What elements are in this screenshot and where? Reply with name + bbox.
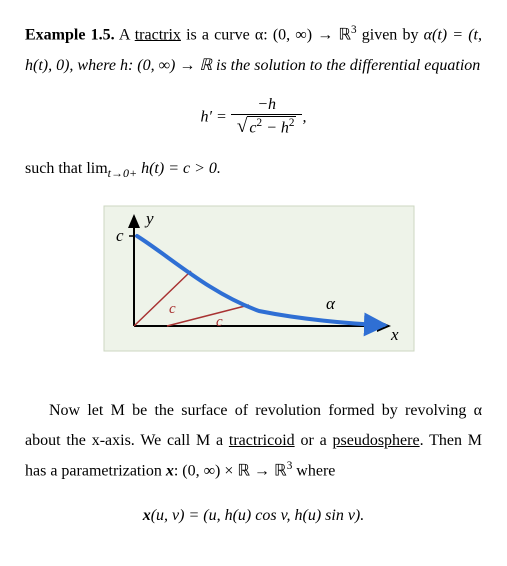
text: given by — [357, 26, 424, 43]
tractricoid-term: tractricoid — [229, 432, 295, 449]
example-label: Example 1.5. — [25, 26, 115, 43]
text: h(t) = c > 0. — [137, 160, 221, 177]
body: (u, v) = (u, h(u) cos v, h(u) sin v). — [151, 507, 365, 524]
trailing: , — [302, 108, 306, 125]
svg-text:x: x — [390, 325, 399, 344]
fraction: −h c2 − h2 — [231, 95, 303, 140]
tractrix-term: tractrix — [135, 26, 181, 43]
text: is a curve α: (0, ∞) → ℝ — [181, 26, 351, 43]
svg-text:c: c — [216, 314, 223, 330]
text: where — [292, 463, 335, 480]
text: or a — [295, 432, 333, 449]
subscript: t→0+ — [108, 167, 137, 181]
svg-text:α: α — [326, 294, 336, 313]
text: : (0, ∞) × ℝ → ℝ — [174, 463, 287, 480]
tractrix-svg: y x c c c α — [89, 201, 419, 356]
paragraph-2: Now let M be the surface of revolution f… — [25, 396, 482, 488]
svg-text:y: y — [144, 209, 154, 228]
sqrt: c2 − h2 — [237, 115, 297, 138]
paragraph-1: Example 1.5. A tractrix is a curve α: (0… — [25, 20, 482, 81]
paragraph-limit: such that limt→0+ h(t) = c > 0. — [25, 154, 482, 185]
svg-text:c: c — [116, 226, 124, 245]
numerator: −h — [231, 95, 303, 115]
pseudosphere-term: pseudosphere — [332, 432, 419, 449]
text: A — [115, 26, 135, 43]
tractrix-figure: y x c c c α — [25, 201, 482, 367]
text: such that lim — [25, 160, 108, 177]
svg-text:c: c — [169, 301, 176, 317]
denominator: c2 − h2 — [231, 115, 303, 140]
lhs: h′ = — [201, 108, 231, 125]
lhs-bold: x — [143, 507, 151, 524]
bold-x: x — [166, 463, 174, 480]
equation-hprime: h′ = −h c2 − h2 , — [25, 95, 482, 140]
equation-parametrization: x(u, v) = (u, h(u) cos v, h(u) sin v). — [25, 501, 482, 531]
